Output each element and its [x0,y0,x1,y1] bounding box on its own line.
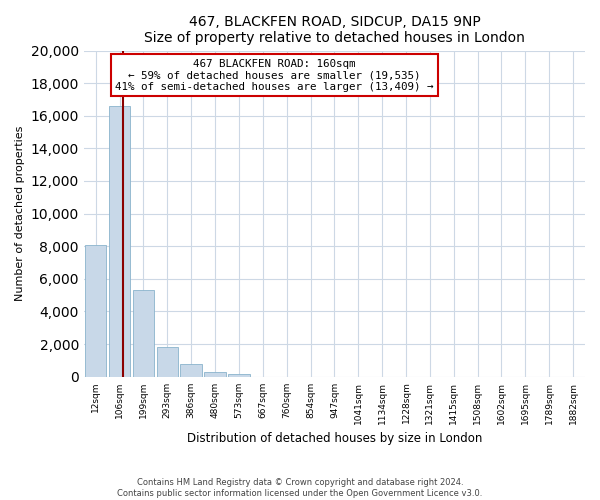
Bar [85,244,106,376]
Bar [133,290,154,376]
Bar [228,374,250,376]
Bar [205,372,226,376]
Bar [181,364,202,376]
Bar [109,106,130,376]
X-axis label: Distribution of detached houses by size in London: Distribution of detached houses by size … [187,432,482,445]
Title: 467, BLACKFEN ROAD, SIDCUP, DA15 9NP
Size of property relative to detached house: 467, BLACKFEN ROAD, SIDCUP, DA15 9NP Siz… [144,15,525,45]
Y-axis label: Number of detached properties: Number of detached properties [15,126,25,302]
Text: 467 BLACKFEN ROAD: 160sqm
← 59% of detached houses are smaller (19,535)
41% of s: 467 BLACKFEN ROAD: 160sqm ← 59% of detac… [115,58,434,92]
Text: Contains HM Land Registry data © Crown copyright and database right 2024.
Contai: Contains HM Land Registry data © Crown c… [118,478,482,498]
Bar [157,348,178,376]
